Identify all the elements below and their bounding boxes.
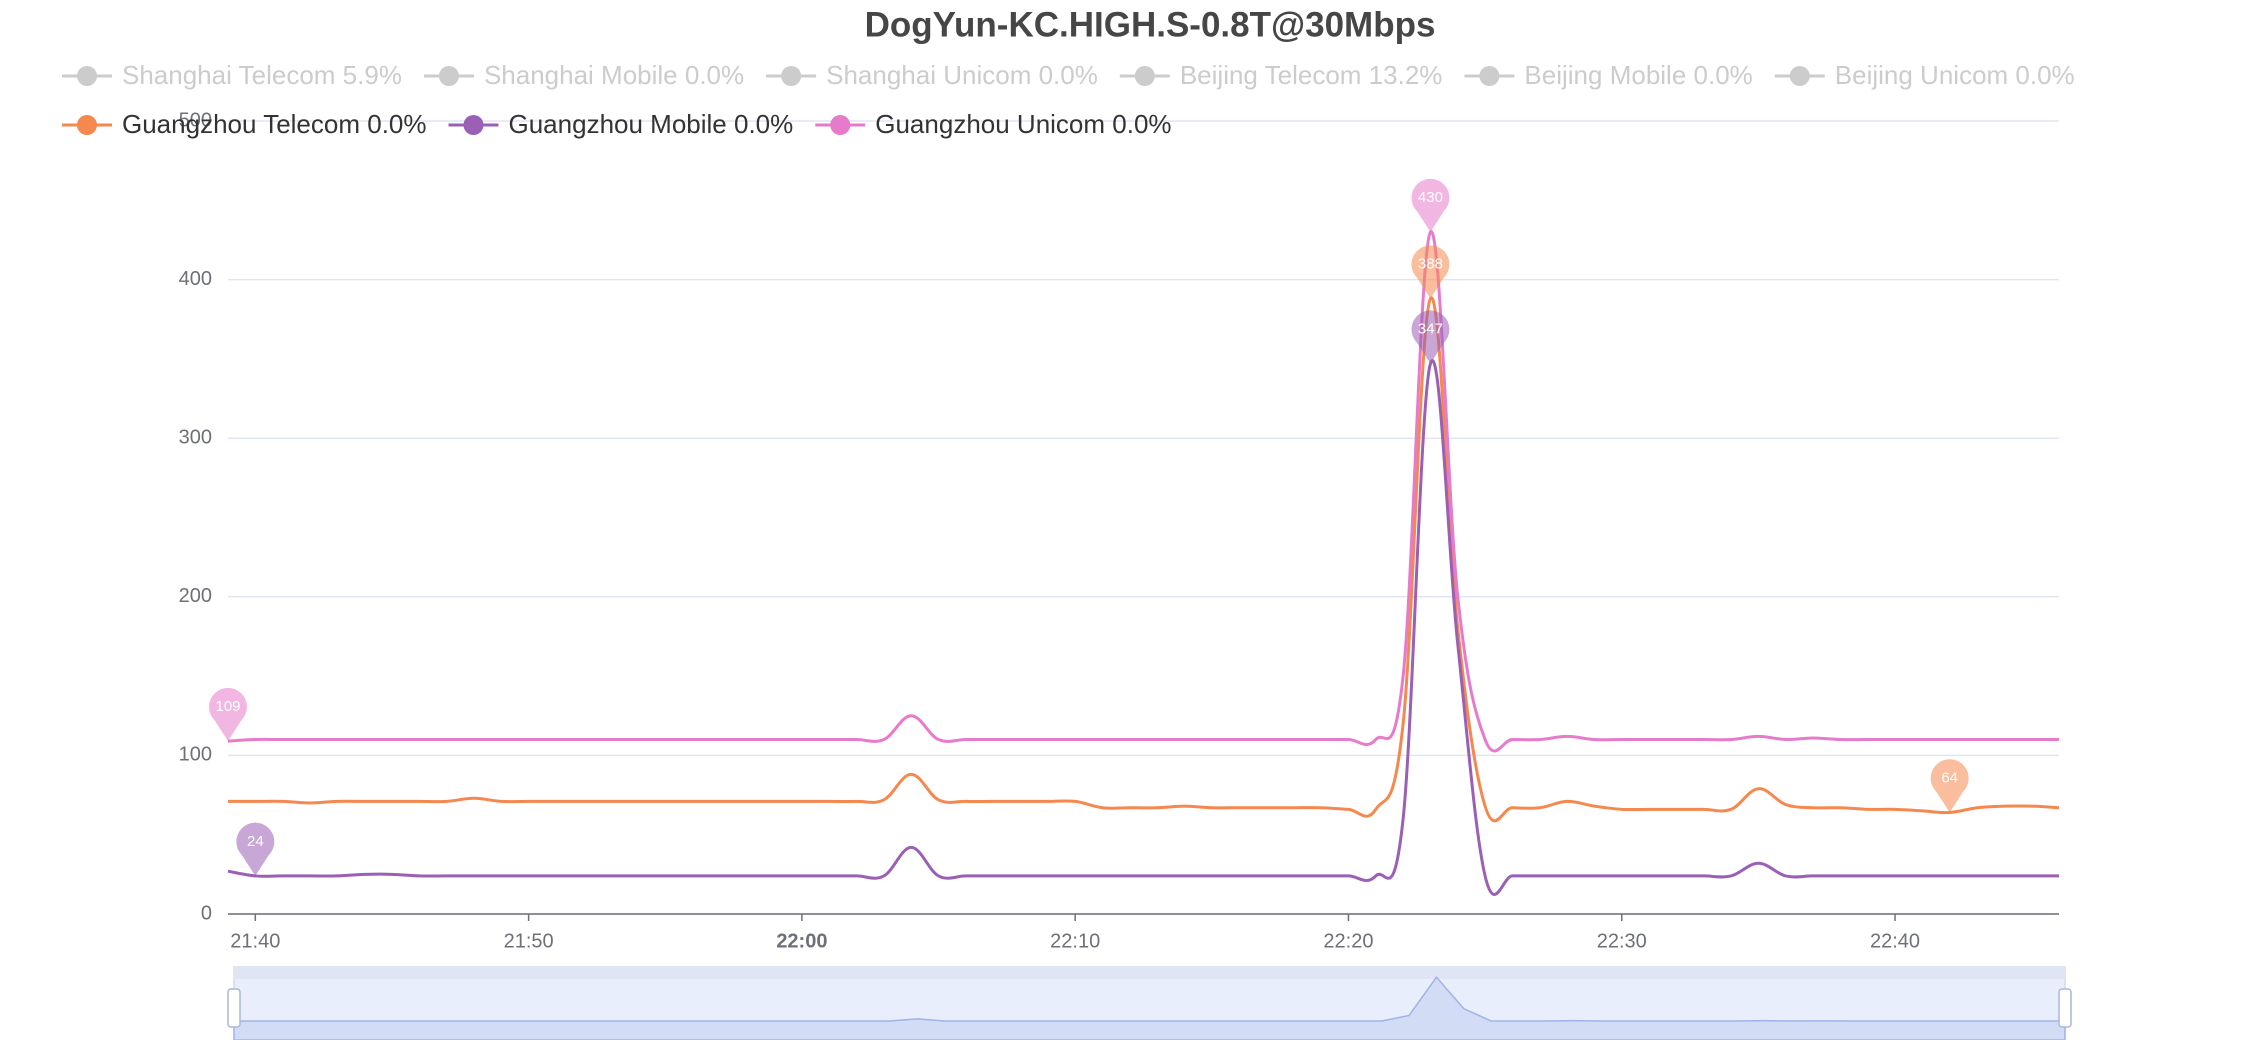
- y-tick-label: 300: [179, 426, 212, 448]
- legend-dot: [1134, 66, 1155, 86]
- x-tick-label: 21:40: [230, 930, 280, 952]
- x-tick-label: 21:50: [504, 930, 554, 952]
- legend-dot: [77, 66, 97, 86]
- mark-pin: [1411, 310, 1450, 364]
- series-line: [227, 359, 2059, 896]
- legend-dot: [781, 66, 802, 86]
- zoom-handle: [227, 988, 241, 1028]
- legend-dot: [1479, 66, 1500, 86]
- legend-label: Shanghai Telecom 5.9%: [122, 60, 402, 90]
- legend-dot: [463, 115, 484, 135]
- mark-pin: [1411, 178, 1450, 233]
- x-tick-label: 22:10: [1050, 930, 1100, 952]
- y-tick-label: 0: [201, 902, 212, 924]
- y-tick-label: 500: [179, 109, 212, 131]
- x-tick-label: 22:20: [1323, 930, 1373, 952]
- y-tick-label: 100: [179, 744, 212, 766]
- mark-label: 347: [1418, 321, 1443, 338]
- legend-dot: [830, 115, 851, 135]
- legend-dot: [438, 66, 459, 86]
- series-line: [227, 230, 2059, 753]
- legend-dot: [77, 115, 97, 135]
- chart-title: DogYun-KC.HIGH.S-0.8T@30Mbps: [865, 5, 1436, 44]
- legend-label: Shanghai Unicom 0.0%: [826, 60, 1098, 90]
- mark-pin: [209, 687, 248, 742]
- legend-label: Guangzhou Unicom 0.0%: [875, 109, 1171, 139]
- series-line: [228, 296, 2060, 823]
- legend-label: Guangzhou Mobile 0.0%: [509, 109, 794, 139]
- y-tick-label: 400: [179, 268, 212, 290]
- legend-dot: [1789, 66, 1810, 86]
- mark-label: 388: [1418, 256, 1443, 273]
- legend-label: Shanghai Mobile 0.0%: [484, 60, 744, 90]
- legend-label: Beijing Unicom 0.0%: [1835, 60, 2075, 90]
- x-tick-label: 22:40: [1870, 930, 1920, 952]
- x-tick-label: 22:00: [776, 930, 827, 952]
- x-tick-label: 22:30: [1597, 930, 1647, 952]
- mark-label: 109: [215, 698, 240, 715]
- y-tick-label: 200: [179, 585, 212, 607]
- mark-pin: [236, 822, 275, 876]
- mark-pin: [1411, 245, 1450, 299]
- zoom-handle-bar: [234, 967, 2065, 979]
- mark-label: 64: [1941, 769, 1958, 786]
- zoom-preview: [233, 975, 2066, 1040]
- legend-label: Beijing Mobile 0.0%: [1524, 60, 1752, 90]
- mark-pin: [1930, 759, 1969, 813]
- mark-label: 430: [1418, 189, 1443, 206]
- mark-label: 24: [247, 833, 264, 850]
- legend-label: Beijing Telecom 13.2%: [1180, 60, 1443, 90]
- zoom-handle: [2058, 988, 2072, 1028]
- legend-label: Guangzhou Telecom 0.0%: [122, 109, 427, 139]
